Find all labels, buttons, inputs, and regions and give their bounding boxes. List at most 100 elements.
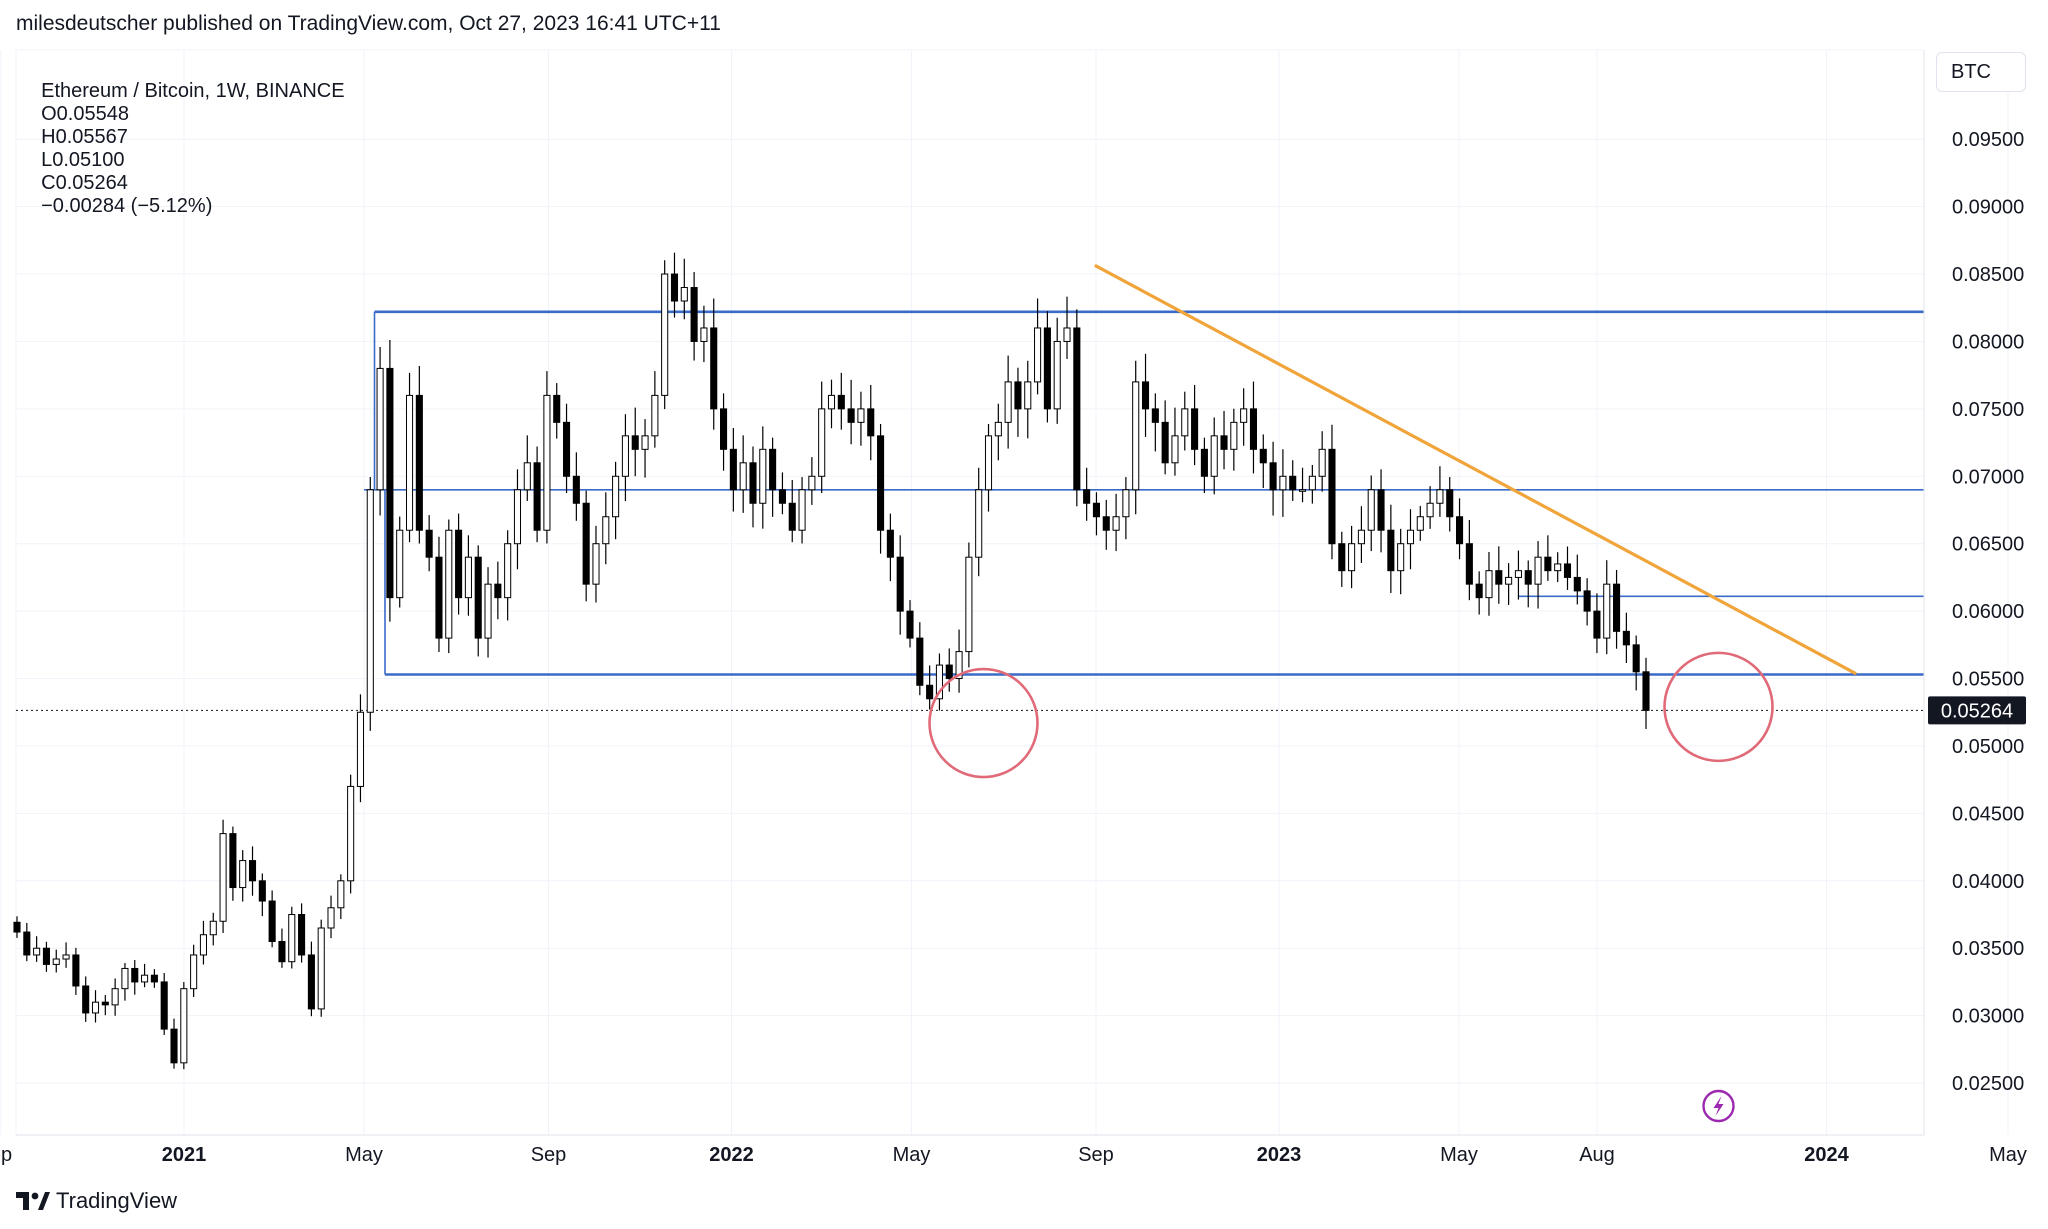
candle — [621, 414, 629, 502]
candle-body — [837, 394, 845, 410]
candle — [916, 622, 924, 696]
candle-body — [729, 448, 737, 491]
candle-body — [955, 651, 963, 680]
candle-body — [1318, 448, 1326, 477]
candle — [1367, 475, 1375, 552]
candle-body — [906, 610, 914, 639]
candle-body — [710, 327, 718, 410]
candle — [1465, 520, 1473, 601]
candle-body — [1230, 421, 1238, 450]
current-price-tag — [1928, 696, 2026, 725]
candle — [268, 890, 276, 948]
candle — [366, 477, 374, 731]
candle — [435, 536, 443, 652]
candle-body — [415, 394, 423, 531]
candle-body — [543, 394, 551, 531]
ohlc-legend: Ethereum / Bitcoin, 1W, BINANCE O0.05548… — [30, 57, 357, 218]
candle — [1416, 505, 1424, 541]
candle — [877, 424, 885, 554]
highlight-circle — [928, 667, 1039, 779]
candle — [209, 912, 217, 946]
candle — [190, 944, 198, 997]
candle — [1220, 410, 1228, 470]
candle-body — [101, 1001, 109, 1006]
candle — [543, 371, 551, 544]
candle-body — [1387, 529, 1395, 572]
candle — [533, 446, 541, 543]
candle-body — [111, 988, 119, 1006]
candle — [484, 567, 492, 658]
candle-body — [1083, 489, 1091, 504]
descending-trendline — [1094, 264, 1857, 675]
axes: 0.02500 0.03000 0.03500 0.04000 0.04500 0.050… — [0, 50, 2027, 1166]
candle-body — [1269, 462, 1277, 491]
candle — [1456, 498, 1464, 560]
candle-body — [769, 448, 777, 491]
candle — [1092, 492, 1100, 536]
candle-body — [1141, 381, 1150, 410]
candle-body — [612, 475, 620, 518]
candle-body — [896, 556, 904, 612]
x-tick-label: May — [1440, 1144, 1478, 1166]
candle-body — [455, 529, 463, 599]
candle-body — [1583, 590, 1591, 612]
candle-body — [1210, 435, 1218, 477]
candle — [798, 477, 806, 544]
candle — [1269, 441, 1277, 516]
candle — [1210, 417, 1218, 495]
candle — [572, 452, 580, 521]
candle-body — [984, 435, 993, 491]
candle — [1534, 541, 1542, 609]
candle-body — [661, 273, 669, 396]
candle-body — [1475, 583, 1483, 599]
candle — [1230, 408, 1238, 471]
candle — [1622, 612, 1630, 664]
candle-body — [1367, 489, 1375, 531]
candle-body — [857, 408, 865, 423]
candle-body — [317, 927, 325, 1010]
candle — [1083, 467, 1091, 521]
price-chart[interactable]: 0.02500 0.03000 0.03500 0.04000 0.04500 0.050… — [0, 44, 2048, 1178]
change-value: −0.00284 (−5.12%) — [41, 195, 213, 217]
candle-body — [91, 1001, 100, 1014]
candle-body — [1406, 529, 1415, 545]
candle-body — [788, 502, 796, 531]
candle-body — [1416, 516, 1424, 531]
y-tick-label: 0.03000 — [1952, 1006, 2024, 1028]
candle — [582, 490, 590, 602]
candle — [886, 513, 894, 582]
lightning-icon[interactable] — [1702, 1089, 1735, 1123]
candle — [1073, 309, 1081, 507]
candle — [474, 545, 482, 657]
candle-body — [670, 273, 679, 302]
candle — [1308, 464, 1316, 504]
candle-body — [504, 543, 512, 599]
candle-body — [1436, 489, 1444, 504]
candle — [376, 347, 384, 516]
candle — [680, 258, 688, 320]
candle-body — [239, 860, 247, 889]
candle-body — [513, 489, 522, 545]
candle — [602, 492, 610, 565]
candle — [513, 469, 522, 570]
highlight-circle — [1663, 651, 1774, 763]
candle-body — [209, 920, 217, 936]
candle-body — [72, 954, 80, 987]
y-tick-label: 0.08500 — [1952, 264, 2024, 286]
candle — [945, 648, 953, 692]
candle-body — [1053, 340, 1061, 410]
candle-body — [553, 394, 561, 423]
candle — [356, 694, 365, 803]
candle — [563, 403, 571, 494]
candle-body — [1613, 583, 1621, 632]
candle — [52, 949, 60, 973]
open-value: O0.05548 — [41, 103, 129, 125]
chart-area[interactable]: 0.02500 0.03000 0.03500 0.04000 0.04500 0.050… — [0, 44, 2048, 1178]
candle-body — [1563, 563, 1572, 578]
candle — [386, 340, 394, 622]
y-tick-label: 0.02500 — [1952, 1073, 2024, 1095]
candle-body — [1240, 408, 1248, 423]
currency-button[interactable]: BTC — [1936, 52, 2026, 92]
candle — [955, 629, 963, 693]
candle — [1613, 569, 1621, 649]
